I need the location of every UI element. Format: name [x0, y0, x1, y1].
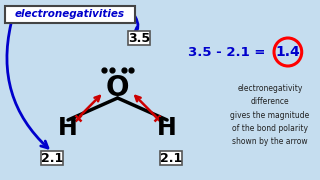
Text: 2.1: 2.1	[160, 152, 182, 165]
Text: 3.5 - 2.1 =: 3.5 - 2.1 =	[188, 46, 265, 58]
Text: 1.4: 1.4	[276, 45, 300, 59]
Text: O: O	[106, 74, 129, 102]
Text: 3.5: 3.5	[128, 31, 150, 44]
FancyBboxPatch shape	[41, 151, 63, 165]
FancyBboxPatch shape	[160, 151, 182, 165]
FancyBboxPatch shape	[5, 6, 135, 22]
Text: H: H	[157, 116, 177, 140]
Text: 2.1: 2.1	[41, 152, 63, 165]
FancyBboxPatch shape	[128, 31, 150, 45]
Text: electronegativities: electronegativities	[15, 9, 125, 19]
Text: H: H	[58, 116, 78, 140]
Text: electronegativity
difference
gives the magnitude
of the bond polarity
shown by t: electronegativity difference gives the m…	[230, 84, 310, 146]
